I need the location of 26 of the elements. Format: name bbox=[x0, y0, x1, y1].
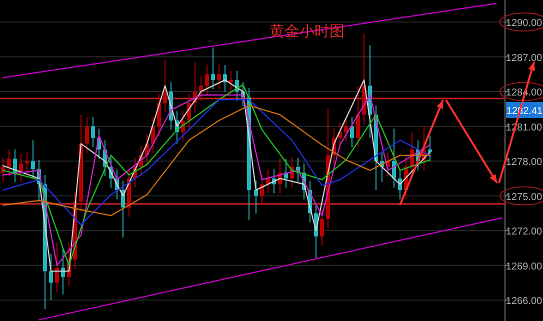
candlestick bbox=[55, 242, 59, 293]
candlestick bbox=[85, 116, 89, 154]
y-tick-label: 1272.00 bbox=[506, 226, 543, 238]
candlestick bbox=[157, 93, 161, 136]
candlestick bbox=[320, 209, 324, 246]
y-tick-label: 1275.00 bbox=[506, 192, 543, 203]
candlestick bbox=[31, 140, 35, 179]
candlestick bbox=[217, 64, 221, 90]
candlestick bbox=[350, 116, 354, 148]
candlestick bbox=[7, 148, 11, 177]
candlestick bbox=[91, 116, 95, 148]
candlestick bbox=[229, 70, 233, 92]
candlestick bbox=[356, 85, 360, 148]
candlestick bbox=[211, 47, 215, 90]
candlestick bbox=[25, 151, 29, 174]
candlestick bbox=[428, 135, 432, 162]
candlestick bbox=[49, 253, 53, 301]
y-tick-label: 1290.00 bbox=[506, 18, 543, 30]
y-tick-label: 1278.00 bbox=[506, 157, 543, 168]
candlestick bbox=[344, 116, 348, 142]
y-tick-label: 1269.00 bbox=[506, 261, 543, 272]
candlestick bbox=[254, 180, 258, 214]
candlestick bbox=[163, 60, 167, 113]
y-tick-label: 1266.00 bbox=[506, 296, 543, 308]
y-tick-label: 1287.00 bbox=[506, 52, 543, 64]
candlestick bbox=[205, 64, 209, 96]
